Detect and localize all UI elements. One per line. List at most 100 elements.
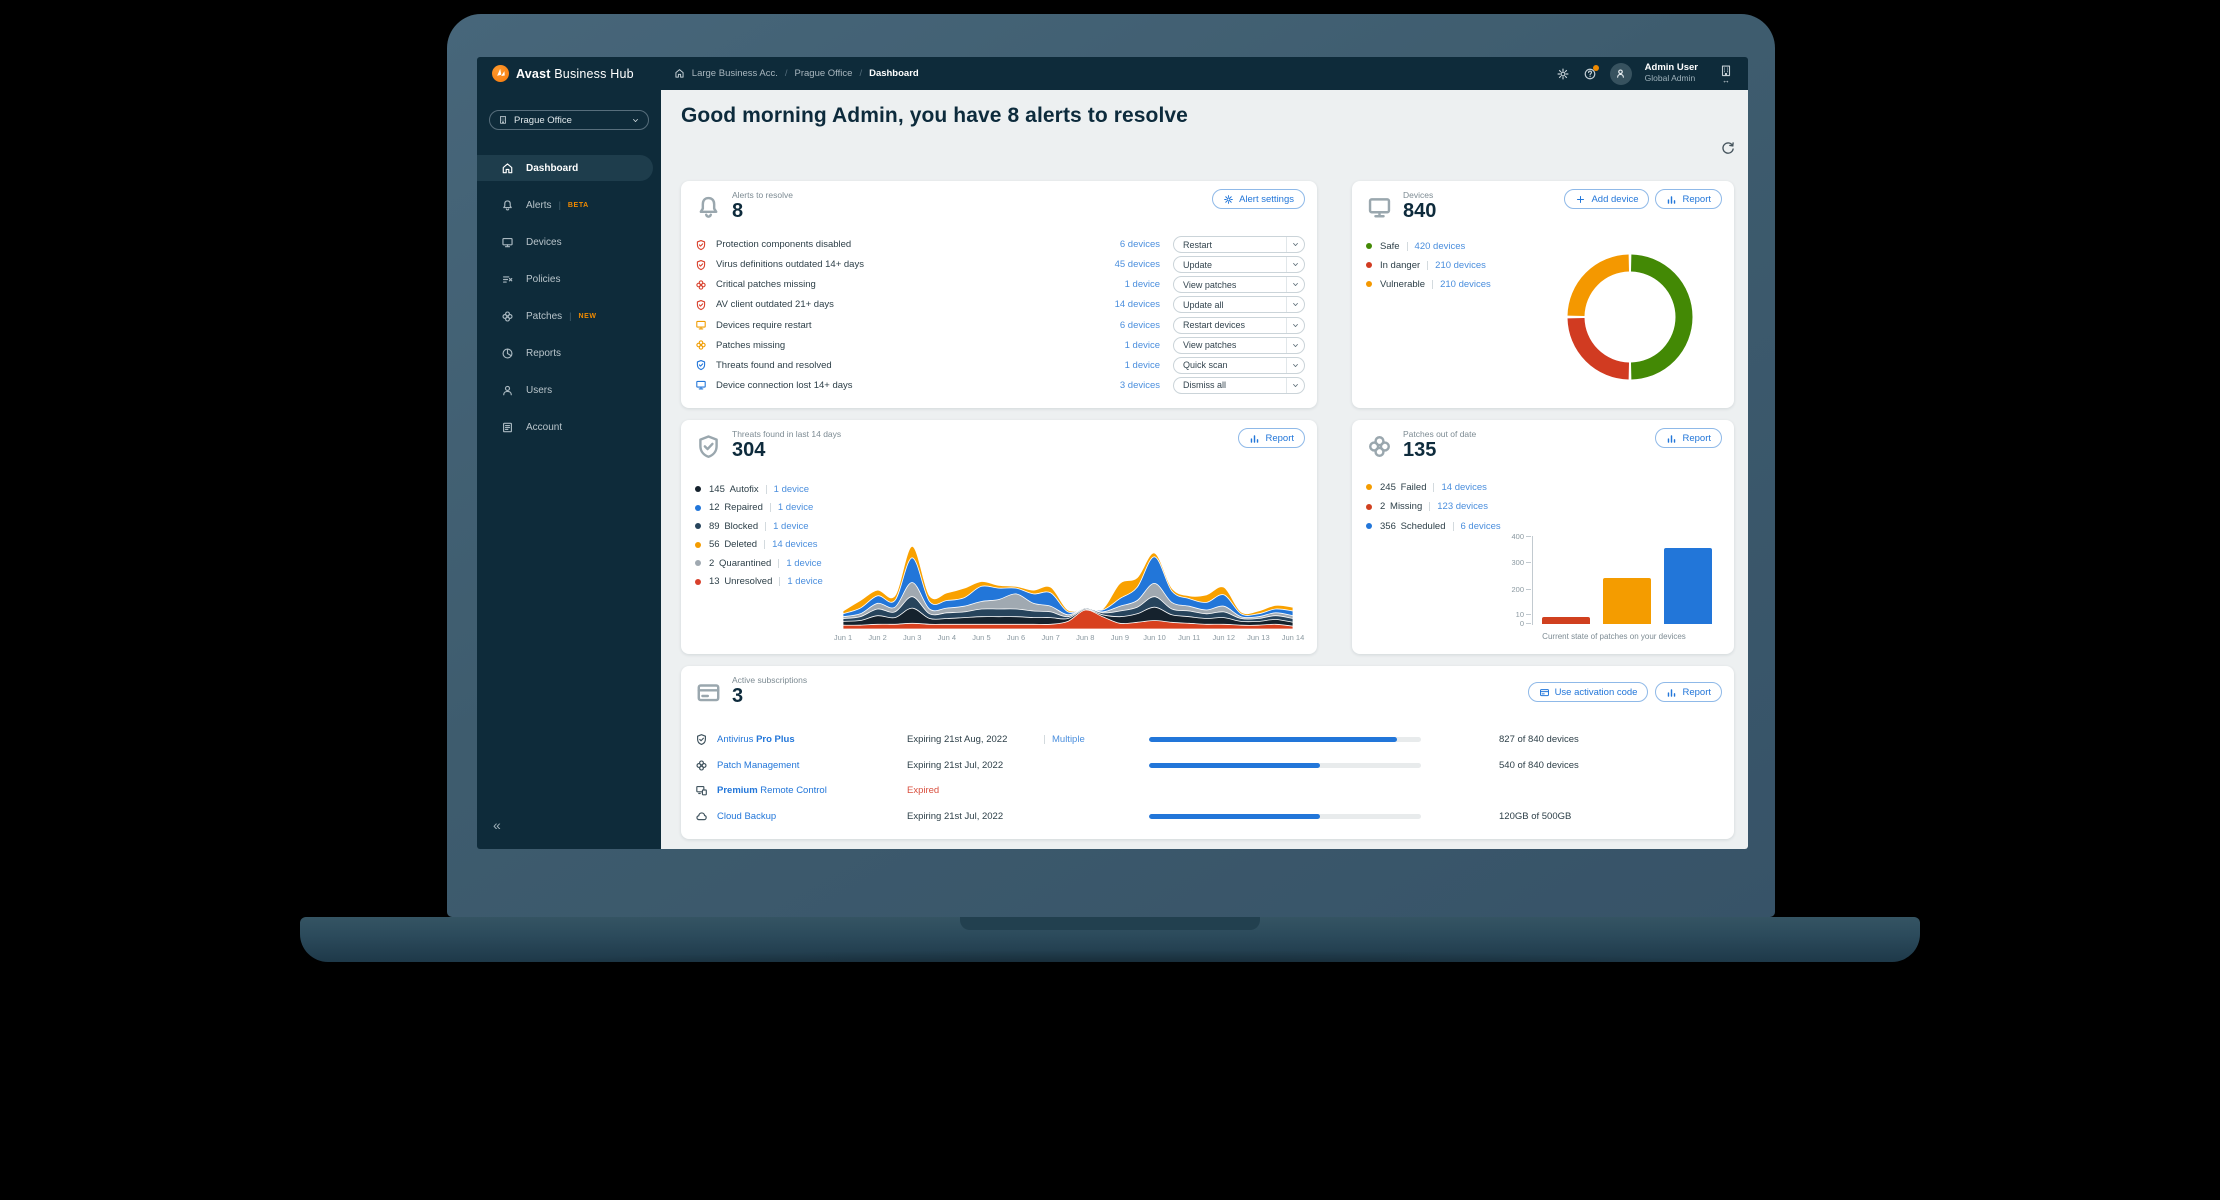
legend-dot — [695, 504, 701, 511]
legend-devices-link[interactable]: 420 devices — [1414, 240, 1466, 252]
sidebar-item-reports[interactable]: Reports | — [477, 340, 661, 366]
legend-devices-link[interactable]: 1 device — [786, 557, 822, 569]
monitor-icon — [1366, 194, 1393, 221]
alert-action-select[interactable]: Dismiss all — [1173, 376, 1305, 394]
legend-devices-link[interactable]: 210 devices — [1440, 278, 1491, 290]
legend-divider — [764, 540, 766, 549]
subscription-progress-bar — [1149, 813, 1421, 819]
alert-settings-button[interactable]: Alert settings — [1212, 189, 1305, 209]
chevron-down-icon — [631, 116, 640, 125]
alert-action-select[interactable]: View patches — [1173, 276, 1305, 294]
avatar[interactable] — [1609, 62, 1632, 85]
alert-devices-link[interactable]: 1 device — [1124, 279, 1160, 291]
alert-devices-link[interactable]: 1 device — [1124, 339, 1160, 351]
sidebar-item-dashboard[interactable]: Dashboard | — [477, 155, 653, 181]
use-activation-code-button[interactable]: Use activation code — [1527, 682, 1649, 702]
legend-divider — [779, 577, 781, 586]
alert-action-select[interactable]: View patches — [1173, 336, 1305, 354]
alert-action-select[interactable]: Restart — [1173, 236, 1305, 253]
alert-action-label: Quick scan — [1183, 360, 1228, 371]
alert-devices-link[interactable]: 14 devices — [1114, 299, 1160, 311]
alert-action-select[interactable]: Update all — [1173, 296, 1305, 314]
avast-logo-icon — [492, 65, 509, 82]
threats-card: Threats found in last 14 days 304 Report… — [681, 420, 1317, 654]
alert-action-select[interactable]: Update — [1173, 256, 1305, 274]
badge-divider: | — [569, 311, 572, 321]
devices-report-button[interactable]: Report — [1655, 189, 1722, 209]
sidebar-item-devices[interactable]: Devices | — [477, 229, 661, 255]
legend-devices-link[interactable]: 1 device — [773, 520, 809, 532]
alert-label: Patches missing — [716, 339, 786, 351]
card-title: Threats found in last 14 days — [732, 429, 842, 439]
breadcrumb-site[interactable]: Prague Office — [794, 68, 853, 79]
add-device-button[interactable]: Add device — [1564, 189, 1650, 209]
legend-devices-link[interactable]: 1 device — [777, 502, 814, 513]
button-label: Report — [1682, 686, 1711, 698]
button-label: Add device — [1591, 193, 1639, 205]
threats-report-button[interactable]: Report — [1238, 428, 1305, 448]
bar-chart-icon — [1249, 433, 1260, 444]
legend-devices-link[interactable]: 6 devices — [1460, 520, 1501, 532]
legend-devices-link[interactable]: 14 devices — [772, 539, 818, 550]
subscription-row: Patch Management Expiring 21st Jul, 2022… — [695, 758, 1722, 773]
chart-axis-line — [1532, 536, 1533, 625]
gear-icon[interactable] — [1556, 67, 1570, 81]
alert-devices-link[interactable]: 1 device — [1124, 359, 1160, 371]
subscription-name-link[interactable]: Cloud Backup — [717, 810, 777, 822]
legend-devices-link[interactable]: 1 device — [787, 576, 823, 587]
sidebar-item-account[interactable]: Account | — [477, 414, 661, 440]
org-selector[interactable]: Prague Office — [489, 110, 649, 130]
subscription-multiple-link[interactable]: Multiple — [1052, 734, 1085, 745]
legend-devices-link[interactable]: 123 devices — [1437, 501, 1488, 512]
user-name: Admin User — [1644, 62, 1698, 74]
patches-report-button[interactable]: Report — [1655, 428, 1722, 448]
breadcrumb-account[interactable]: Large Business Acc. — [691, 68, 778, 79]
chevron-down-icon — [1286, 237, 1304, 252]
shield-check-icon — [695, 433, 722, 460]
chevron-down-icon — [1286, 357, 1304, 373]
alert-action-label: Update all — [1183, 299, 1224, 310]
alert-action-select[interactable]: Quick scan — [1173, 356, 1305, 374]
alert-row: Threats found and resolved 1 device Quic… — [695, 356, 1305, 374]
brand-title: Avast Business Hub — [516, 67, 634, 81]
home-icon — [674, 68, 685, 79]
alert-devices-link[interactable]: 3 devices — [1119, 379, 1160, 391]
subscription-name-link[interactable]: Premium Remote Control — [717, 785, 827, 797]
sidebar-item-policies[interactable]: Policies | — [477, 266, 661, 292]
devices-card: Devices 840 Add device Report — [1352, 181, 1734, 408]
subscriptions-report-button[interactable]: Report — [1655, 682, 1722, 702]
sidebar-item-patches[interactable]: Patches | NEW — [477, 303, 661, 329]
alert-devices-link[interactable]: 6 devices — [1119, 319, 1160, 331]
bar-missing — [1542, 617, 1590, 624]
user-menu[interactable]: Admin User Global Admin — [1644, 62, 1698, 84]
legend-dot — [1366, 243, 1372, 249]
sidebar-collapse-button[interactable]: « — [493, 817, 501, 833]
alert-action-label: Restart — [1183, 239, 1213, 250]
alert-label: Critical patches missing — [716, 279, 816, 291]
subscription-name-link[interactable]: Patch Management — [717, 759, 800, 771]
legend-devices-link[interactable]: 14 devices — [1441, 481, 1487, 493]
sidebar-item-users[interactable]: Users | — [477, 377, 661, 403]
help-circle-icon — [1583, 67, 1597, 81]
legend-devices-link[interactable]: 1 device — [773, 483, 810, 495]
alert-devices-link[interactable]: 6 devices — [1119, 239, 1160, 250]
alert-devices-link[interactable]: 45 devices — [1114, 259, 1160, 271]
subscription-name-link[interactable]: Antivirus Pro Plus — [717, 734, 795, 745]
alert-action-label: Restart devices — [1183, 320, 1246, 331]
help-icon[interactable] — [1583, 64, 1599, 81]
legend-row: 2 Quarantined 1 device — [695, 556, 823, 570]
sidebar-item-alerts[interactable]: Alerts | BETA — [477, 192, 661, 218]
card-header: Alerts to resolve 8 — [695, 190, 793, 222]
org-switch-icon[interactable]: ↔ — [1719, 64, 1733, 85]
top-bar: Avast Business Hub Large Business Acc. /… — [477, 57, 1748, 90]
legend-divider — [1044, 735, 1045, 744]
subscription-progress-bar — [1149, 737, 1421, 742]
legend-divider — [1452, 521, 1454, 531]
breadcrumb-separator: / — [859, 68, 863, 79]
alert-action-select[interactable]: Restart devices — [1173, 316, 1305, 334]
refresh-icon[interactable] — [1720, 140, 1736, 156]
plus-icon — [1575, 194, 1586, 205]
button-label: Report — [1682, 193, 1711, 205]
legend-devices-link[interactable]: 210 devices — [1435, 259, 1486, 271]
alert-row: Device connection lost 14+ days 3 device… — [695, 376, 1305, 394]
